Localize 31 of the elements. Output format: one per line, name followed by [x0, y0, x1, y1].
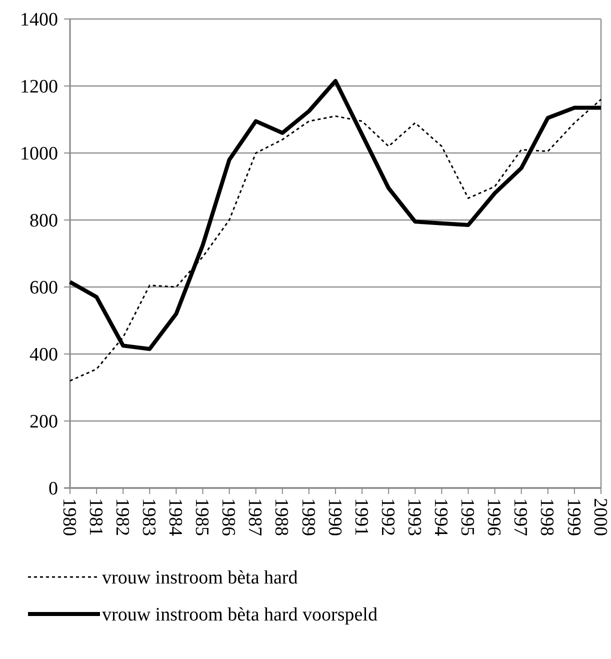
- x-tick-label: 1988: [270, 498, 292, 536]
- x-tick-label: 2000: [589, 498, 610, 536]
- x-tick-label: 1983: [138, 498, 159, 536]
- x-tick-label: 1989: [297, 498, 318, 536]
- x-tick-label: 1997: [510, 498, 531, 536]
- x-tick-label: 1987: [244, 498, 266, 536]
- y-tick-label: 600: [30, 278, 58, 299]
- x-tick-label: 1986: [218, 498, 239, 536]
- x-tick-label: 1991: [350, 498, 372, 536]
- y-tick-label: 1000: [20, 144, 58, 165]
- x-tick-label: 1981: [84, 498, 106, 536]
- y-tick-label: 400: [30, 344, 58, 366]
- y-tick-label: 0: [48, 478, 58, 500]
- x-tick-label: 1993: [404, 498, 424, 536]
- x-tick-label: 1999: [562, 498, 584, 536]
- x-tick-label: 1992: [376, 498, 398, 536]
- x-tick-label: 1990: [324, 498, 345, 536]
- x-tick-label: 1996: [483, 498, 504, 536]
- legend-label: vrouw instroom bèta hard: [102, 568, 298, 589]
- x-tick-label: 1985: [191, 498, 212, 536]
- x-tick-label: 1980: [58, 498, 80, 536]
- y-tick-label: 1200: [20, 76, 58, 98]
- x-tick-label: 1994: [430, 498, 452, 536]
- x-tick-label: 1984: [164, 498, 186, 536]
- y-tick-label: 800: [30, 210, 58, 232]
- x-tick-label: 1982: [111, 498, 132, 536]
- y-tick-label: 200: [30, 412, 58, 433]
- y-tick-label: 1400: [20, 10, 58, 31]
- x-tick-label: 1998: [536, 498, 558, 536]
- legend-label: vrouw instroom bèta hard voorspeld: [102, 604, 378, 626]
- x-tick-label: 1995: [456, 498, 478, 536]
